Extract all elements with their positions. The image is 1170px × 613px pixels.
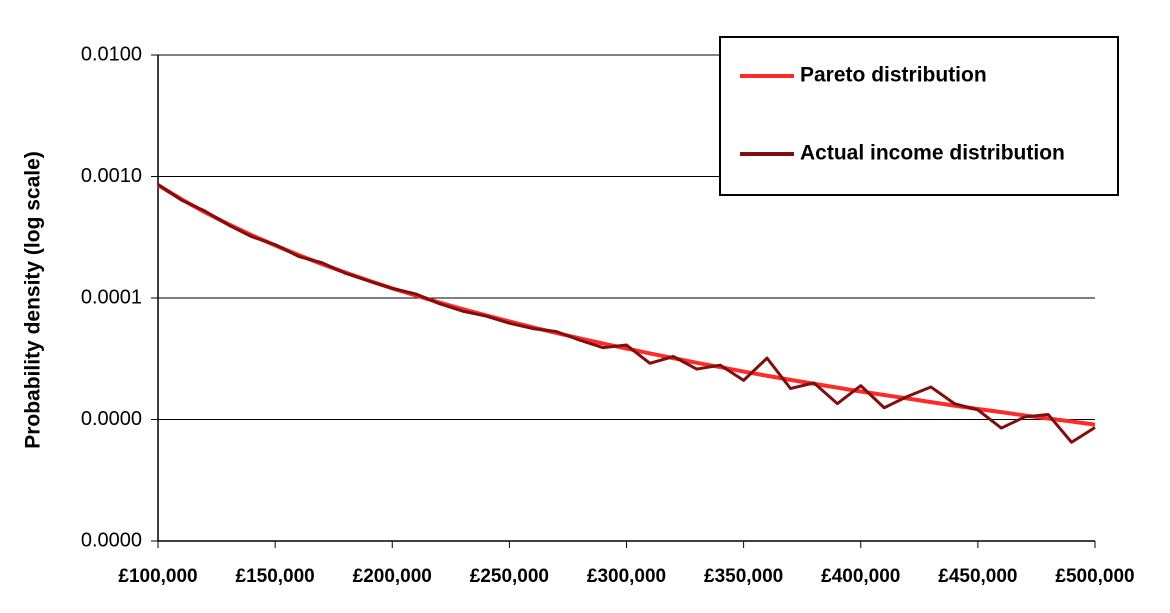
x-tick-label: £250,000 bbox=[470, 566, 549, 587]
legend-label: Pareto distribution bbox=[800, 64, 987, 87]
y-tick-label: 0.0000 bbox=[81, 408, 142, 430]
y-tick-label: 0.0100 bbox=[81, 43, 142, 65]
y-axis-title: Probability density (log scale) bbox=[22, 151, 45, 449]
x-tick-label: £300,000 bbox=[587, 566, 666, 587]
y-tick-label: 0.0001 bbox=[81, 286, 142, 308]
y-tick-label: 0.0010 bbox=[81, 165, 142, 187]
x-tick-label: £500,000 bbox=[1055, 566, 1134, 587]
series-line bbox=[157, 183, 1096, 444]
x-tick-label: £450,000 bbox=[938, 566, 1017, 587]
y-tick-label: 0.0000 bbox=[81, 529, 142, 551]
series-line bbox=[156, 183, 1096, 427]
x-tick-label: £200,000 bbox=[353, 566, 432, 587]
legend-box bbox=[719, 36, 1119, 196]
x-tick-label: £400,000 bbox=[821, 566, 900, 587]
legend-label: Actual income distribution bbox=[800, 142, 1065, 165]
x-tick-label: £100,000 bbox=[118, 566, 197, 587]
x-tick-label: £350,000 bbox=[704, 566, 783, 587]
x-tick-label: £150,000 bbox=[236, 566, 315, 587]
